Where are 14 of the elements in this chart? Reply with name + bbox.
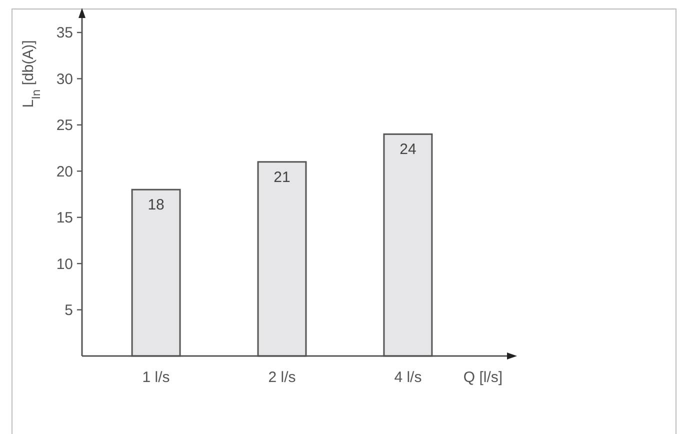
y-tick-label: 10 — [56, 256, 73, 273]
data-label: 21 — [274, 168, 290, 186]
data-label: 18 — [148, 196, 164, 214]
y-tick-label: 5 — [64, 302, 73, 320]
x-tick-label: 1 l/s — [142, 369, 170, 386]
x-tick-label: 4 l/s — [394, 369, 422, 386]
y-tick-label: 20 — [56, 163, 73, 180]
y-tick-label: 25 — [56, 117, 73, 134]
x-axis-title: Q [l/s] — [463, 369, 503, 386]
data-label: 24 — [400, 141, 416, 158]
y-tick-label: 35 — [56, 24, 73, 42]
y-tick-label: 30 — [56, 70, 73, 88]
y-tick-label: 15 — [56, 210, 73, 227]
x-tick-label: 2 l/s — [268, 369, 296, 386]
